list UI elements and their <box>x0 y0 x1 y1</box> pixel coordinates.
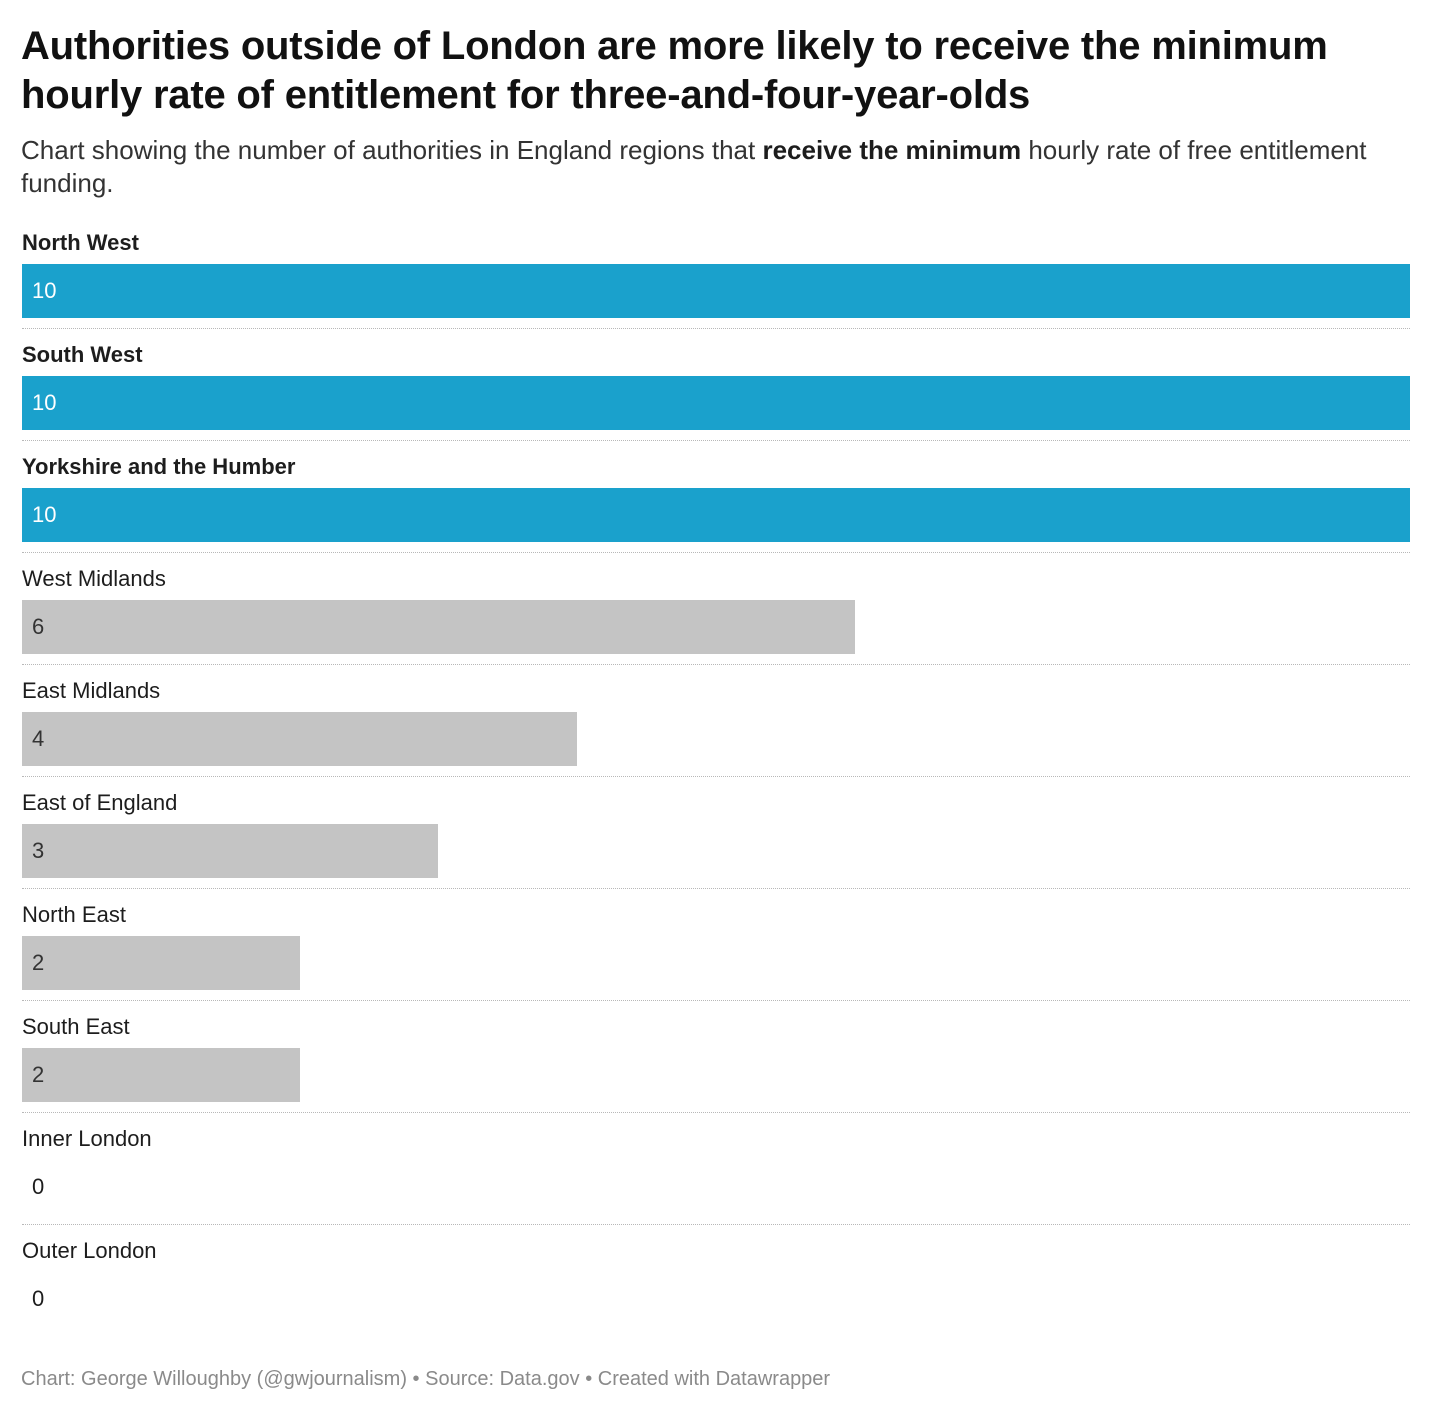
bar-row-south-east: South East 2 <box>22 1010 1410 1122</box>
bar <box>22 600 855 654</box>
bar-row-east-midlands: East Midlands 4 <box>22 674 1410 786</box>
subtitle-text-end: hourly rate of free entitlement funding. <box>21 135 1367 198</box>
bar <box>22 376 1410 430</box>
data-label: 6 <box>32 614 45 639</box>
category-label: East Midlands <box>22 678 161 703</box>
bar-row-north-west: North West 10 <box>22 226 1410 338</box>
chart-footer: Chart: George Willoughby (@gwjournalism)… <box>21 1368 831 1390</box>
bar-row-east-of-england: East of England 3 <box>22 786 1410 898</box>
bar <box>22 264 1410 318</box>
category-label: West Midlands <box>22 566 166 591</box>
category-label: Outer London <box>22 1238 157 1263</box>
bar-chart: North West 10 South West 10 Yorkshire and th… <box>22 226 1410 1338</box>
row-divider <box>22 776 1410 777</box>
bar-row-west-midlands: West Midlands 6 <box>22 562 1410 674</box>
chart-subtitle: Chart showing the number of authorities … <box>21 134 1411 200</box>
category-label: South East <box>22 1014 130 1039</box>
bar <box>22 488 1410 542</box>
row-divider <box>22 1000 1410 1001</box>
category-label: Inner London <box>22 1126 152 1151</box>
row-divider <box>22 1112 1410 1113</box>
category-label: East of England <box>22 790 178 815</box>
row-divider <box>22 440 1410 441</box>
category-label: South West <box>22 342 143 367</box>
data-label: 10 <box>32 278 57 303</box>
data-label: 0 <box>32 1286 45 1311</box>
data-label: 4 <box>32 726 45 751</box>
bar <box>22 712 578 766</box>
data-label: 10 <box>32 390 57 415</box>
data-label: 3 <box>32 838 45 863</box>
row-divider <box>22 552 1410 553</box>
bar-row-outer-london: Outer London 0 <box>22 1234 1410 1346</box>
row-divider <box>22 664 1410 665</box>
bar <box>22 824 439 878</box>
subtitle-emphasis: receive the minimum <box>762 135 1022 165</box>
row-divider <box>22 1224 1410 1225</box>
category-label: Yorkshire and the Humber <box>22 454 296 479</box>
row-divider <box>22 328 1410 329</box>
chart-title: Authorities outside of London are more l… <box>21 24 1328 117</box>
bar-row-yorkshire-and-the-humber: Yorkshire and the Humber 10 <box>22 450 1410 562</box>
bar <box>22 936 300 990</box>
data-label: 10 <box>32 502 57 527</box>
bar-row-inner-london: Inner London 0 <box>22 1122 1410 1234</box>
data-label: 2 <box>32 1062 45 1087</box>
subtitle-text-start: Chart showing the number of authorities … <box>21 135 763 165</box>
bar <box>22 1048 300 1102</box>
data-label: 0 <box>32 1174 45 1199</box>
chart-header: Authorities outside of London are more l… <box>21 22 1411 200</box>
data-label: 2 <box>32 950 45 975</box>
row-divider <box>22 888 1410 889</box>
category-label: North West <box>22 230 139 255</box>
bar-row-south-west: South West 10 <box>22 338 1410 450</box>
category-label: North East <box>22 902 126 927</box>
bar-row-north-east: North East 2 <box>22 898 1410 1010</box>
